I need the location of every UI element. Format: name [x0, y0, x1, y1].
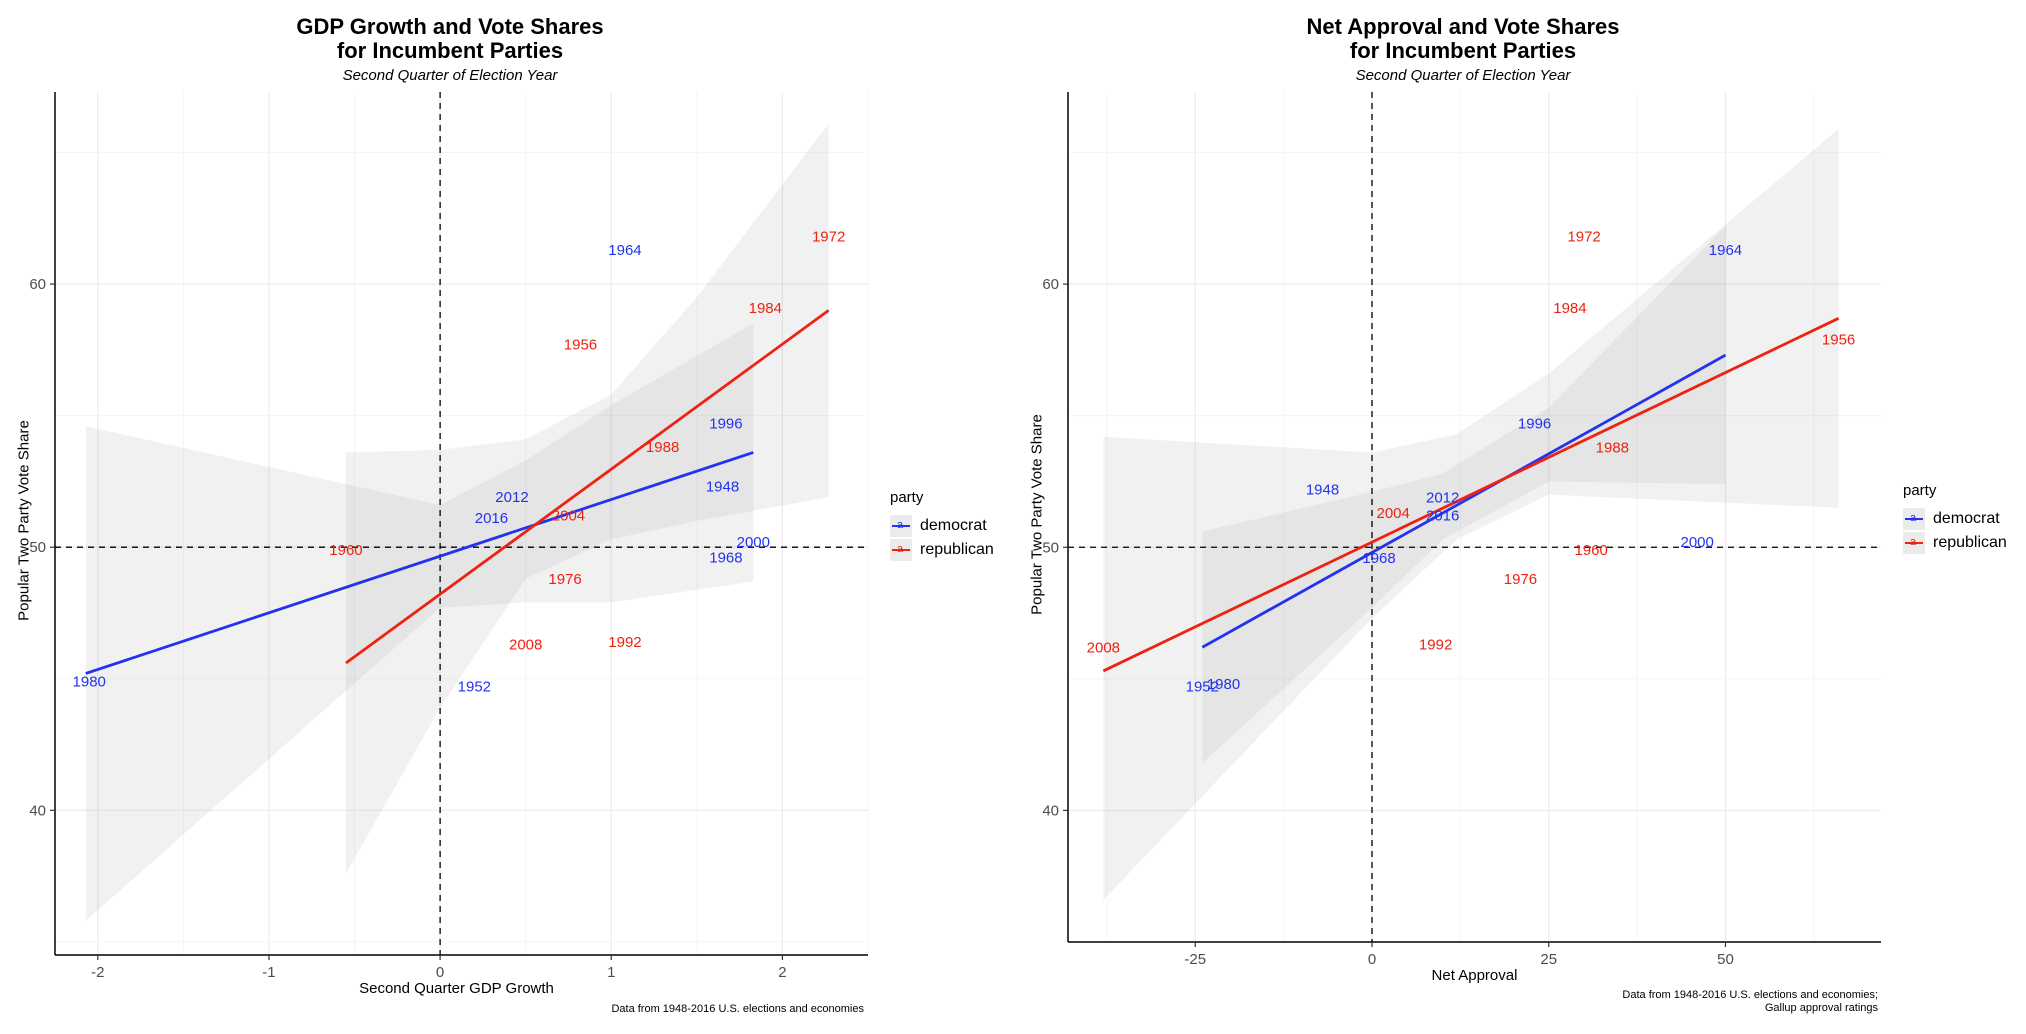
point-label-2012: 2012 [495, 489, 528, 506]
point-label-1980: 1980 [73, 673, 106, 690]
point-label-1972: 1972 [1567, 229, 1600, 246]
point-label-1992: 1992 [608, 634, 641, 651]
point-label-1980: 1980 [1207, 676, 1240, 693]
point-label-2004: 2004 [552, 508, 585, 525]
chart-subtitle: Second Quarter of Election Year [342, 67, 558, 84]
point-label-2012: 2012 [1426, 489, 1459, 506]
point-label-2000: 2000 [1681, 534, 1714, 551]
legend-label-democrat: democrat [920, 517, 987, 534]
point-label-1956: 1956 [564, 337, 597, 354]
chart-title-line-2: for Incumbent Parties [336, 38, 564, 63]
x-tick-label: -2 [91, 964, 104, 981]
fit-line-democrat [85, 451, 754, 675]
legend-title: party [890, 489, 924, 506]
x-axis-label: Second Quarter GDP Growth [359, 980, 554, 997]
point-label-1948: 1948 [706, 479, 739, 496]
legend: party a democrat a republican [890, 489, 994, 562]
caption-line-2: Gallup approval ratings [1764, 1002, 1878, 1014]
x-tick-label: 50 [1717, 951, 1734, 968]
x-tick-label: 2 [778, 964, 786, 981]
y-tick-label: 40 [1042, 802, 1059, 819]
legend-item-democrat: a democrat [1903, 507, 2007, 531]
legend: party a democrat a republican [1903, 482, 2007, 555]
y-tick-label: 60 [29, 276, 46, 293]
legend-key-democrat: a [1903, 508, 1925, 530]
point-label-1948: 1948 [1306, 481, 1339, 498]
point-label-1960: 1960 [1574, 542, 1607, 559]
chart-title: Net Approval and Vote Shares for Incumbe… [1013, 15, 1913, 63]
point-label-1988: 1988 [1596, 439, 1629, 456]
legend-item-republican: a republican [890, 538, 994, 562]
confidence-band-democrat [1202, 226, 1726, 764]
x-tick-label: 25 [1540, 951, 1557, 968]
point-label-2004: 2004 [1377, 505, 1410, 522]
fit-line-republican [345, 309, 830, 665]
point-label-2008: 2008 [509, 637, 542, 654]
point-label-2008: 2008 [1087, 639, 1120, 656]
legend-label-democrat: democrat [1933, 510, 2000, 527]
y-tick-label: 50 [1042, 539, 1059, 556]
legend-item-republican: a republican [1903, 531, 2007, 555]
legend-key-republican: a [1903, 532, 1925, 554]
chart-panel-gdp: 1980 1952 2016 2012 1964 1996 1948 1968 2000 1960… [0, 15, 994, 1016]
chart-title-line-2: for Incumbent Parties [1349, 38, 1577, 63]
point-label-1996: 1996 [1518, 416, 1551, 433]
confidence-band-republican [345, 123, 829, 874]
x-tick-label: 0 [436, 964, 444, 981]
fit-line-republican [1102, 317, 1840, 673]
point-label-1984: 1984 [749, 300, 782, 317]
point-label-1988: 1988 [646, 439, 679, 456]
legend-item-democrat: a democrat [890, 514, 994, 538]
chart-caption: Data from 1948-2016 U.S. elections and e… [1413, 989, 1878, 1015]
y-tick-label: 60 [1042, 276, 1059, 293]
chart-title-line-1: Net Approval and Vote Shares [1306, 14, 1620, 39]
legend-title: party [1903, 482, 1937, 499]
point-label-1976: 1976 [1504, 571, 1537, 588]
legend-label-republican: republican [920, 541, 994, 558]
point-label-1956: 1956 [1822, 331, 1855, 348]
point-label-1972: 1972 [812, 229, 845, 246]
chart-caption: Data from 1948-2016 U.S. elections and e… [400, 1003, 864, 1016]
point-label-2000: 2000 [737, 534, 770, 551]
legend-key-democrat: a [890, 515, 912, 537]
point-label-1968: 1968 [709, 550, 742, 567]
fit-line-democrat [1201, 353, 1727, 649]
point-label-1952: 1952 [458, 679, 491, 696]
point-label-1952: 1952 [1186, 679, 1219, 696]
point-label-1964: 1964 [1709, 242, 1742, 259]
chart-subtitle: Second Quarter of Election Year [1355, 67, 1571, 84]
point-label-1976: 1976 [548, 571, 581, 588]
point-label-1968: 1968 [1362, 550, 1395, 567]
y-tick-label: 50 [29, 539, 46, 556]
point-label-1984: 1984 [1553, 300, 1586, 317]
point-label-1992: 1992 [1419, 637, 1452, 654]
point-label-1960: 1960 [329, 542, 362, 559]
point-label-2016: 2016 [1426, 508, 1459, 525]
x-axis-label: Net Approval [1431, 967, 1518, 984]
x-tick-label: -1 [262, 964, 275, 981]
chart-title: GDP Growth and Vote Shares for Incumbent… [0, 15, 900, 63]
chart-title-line-1: GDP Growth and Vote Shares [296, 14, 604, 39]
caption-line-1: Data from 1948-2016 U.S. elections and e… [1622, 989, 1878, 1001]
point-label-1996: 1996 [709, 416, 742, 433]
y-axis-label: Popular Two Party Vote Share [1028, 414, 1046, 615]
legend-key-republican: a [890, 539, 912, 561]
y-tick-label: 40 [29, 802, 46, 819]
x-tick-label: 0 [1368, 951, 1376, 968]
point-label-1964: 1964 [608, 242, 641, 259]
confidence-band-democrat [85, 323, 754, 921]
legend-label-republican: republican [1933, 534, 2007, 551]
chart-panel-approval: 1952 1980 1948 2012 2016 1968 1996 1964 2000 2008… [1013, 0, 2026, 1034]
y-axis-label: Popular Two Party Vote Share [15, 420, 33, 621]
point-label-2016: 2016 [475, 510, 508, 527]
confidence-band-republican [1103, 128, 1839, 900]
x-tick-label: -25 [1184, 951, 1206, 968]
x-tick-label: 1 [607, 964, 615, 981]
caption-line-1: Data from 1948-2016 U.S. elections and e… [611, 1003, 864, 1015]
